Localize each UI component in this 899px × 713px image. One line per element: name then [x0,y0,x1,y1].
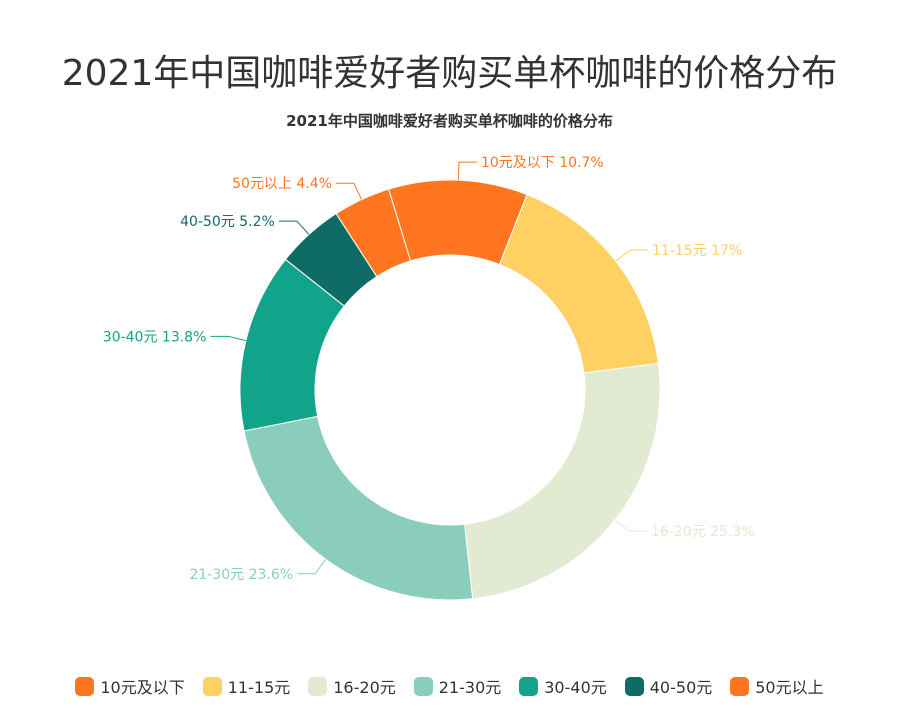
label-leader-line [614,519,648,532]
slice-data-label: 11-15元 17% [652,243,742,259]
page-title: 2021年中国咖啡爱好者购买单杯咖啡的价格分布 [61,53,838,94]
legend-item[interactable]: 16-20元 [308,674,396,698]
label-leader-line [210,335,247,342]
legend-swatch [624,676,644,696]
donut-slice-4[interactable] [243,415,474,601]
legend-swatch [730,676,750,696]
slice-data-label: 10元及以下 10.7% [481,155,604,171]
slice-data-label: 40-50元 5.2% [180,214,275,230]
chart-subtitle: 2021年中国咖啡爱好者购买单杯咖啡的价格分布 [286,112,613,130]
legend-label: 10元及以下 [100,678,185,697]
label-leader-line [615,249,648,262]
label-leader-line [297,558,327,575]
legend-item[interactable]: 10元及以下 [75,674,185,698]
legend-item[interactable]: 50元以上 [730,674,824,698]
slice-data-label: 50元以上 4.4% [232,176,332,192]
donut-slice-3[interactable] [464,362,661,600]
donut-slice-2[interactable] [498,193,659,374]
label-leader-line [278,220,310,235]
legend-label: 30-40元 [544,678,607,697]
legend-item[interactable]: 11-15元 [202,674,291,698]
donut-slice-7[interactable] [335,188,412,278]
legend-label: 21-30元 [438,678,502,697]
legend-label: 16-20元 [333,678,396,697]
legend-label: 40-50元 [649,678,713,697]
legend-label: 50元以上 [755,678,824,697]
slice-data-label: 21-30元 23.6% [189,567,293,583]
slices-layer [239,179,661,601]
legend-item[interactable]: 40-50元 [624,674,713,698]
slice-data-label: 16-20元 25.3% [651,524,755,540]
slice-data-label: 30-40元 13.8% [103,329,207,345]
labels-layer: 10元及以下 10.7% 11-15元 17% 16-20元 25.3% 21-30元… [103,155,755,583]
label-leader-line [457,161,477,181]
legend-swatch [308,676,328,696]
legend-swatch [202,676,222,696]
legend-swatch [75,676,95,696]
legend-swatch [519,676,539,696]
legend-item[interactable]: 30-40元 [519,674,607,698]
legend-item[interactable]: 21-30元 [413,674,502,698]
legend-swatch [413,676,433,696]
label-leader-line [335,182,362,200]
chart-legend: 10元及以下 11-15元 16-20元 21-30元 30-40元 40-50元 50元以… [0,674,899,698]
legend-label: 11-15元 [227,678,291,697]
